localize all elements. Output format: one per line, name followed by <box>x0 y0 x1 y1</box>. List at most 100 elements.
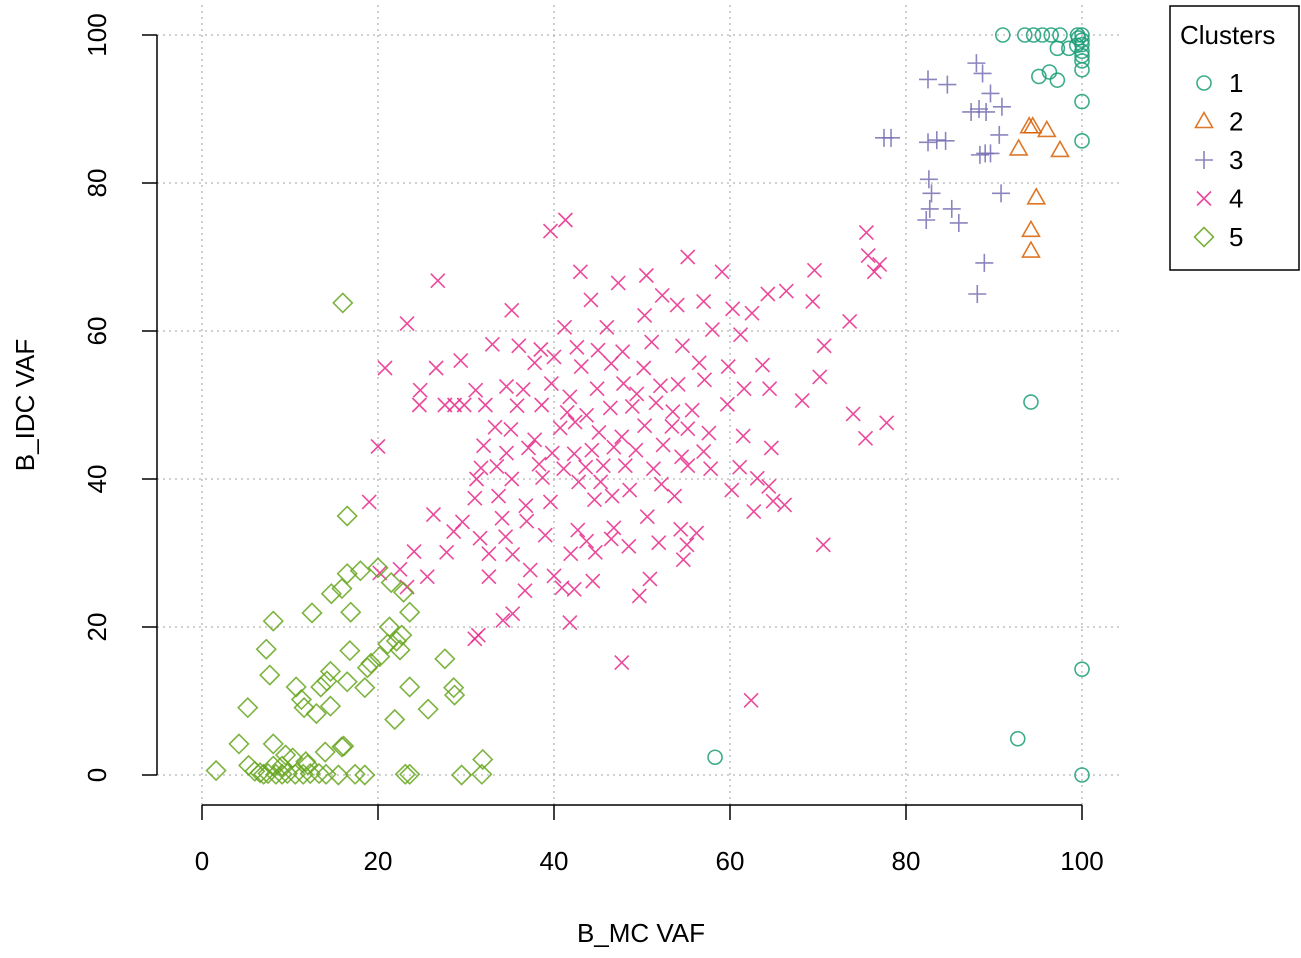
point-cluster-5-33 <box>443 684 466 706</box>
y-tick-label-5: 100 <box>82 13 112 56</box>
point-cluster-1-18 <box>1041 64 1058 80</box>
point-cluster-4-157 <box>679 537 695 553</box>
point-cluster-4-120 <box>749 470 765 486</box>
point-cluster-4-44 <box>573 358 589 375</box>
point-cluster-4-153 <box>537 527 553 543</box>
point-cluster-1-23 <box>1023 394 1039 410</box>
point-cluster-4-112 <box>556 461 572 477</box>
point-cluster-4-6 <box>860 247 876 264</box>
point-cluster-4-50 <box>412 382 428 398</box>
point-cluster-5-62 <box>284 763 306 785</box>
point-cluster-4-137 <box>361 494 377 510</box>
point-cluster-4-97 <box>370 438 386 455</box>
point-cluster-5-5 <box>380 571 402 594</box>
point-cluster-4-25 <box>583 292 599 308</box>
point-cluster-4-101 <box>544 445 560 461</box>
point-cluster-4-170 <box>481 569 497 585</box>
point-cluster-4-124 <box>571 474 587 490</box>
point-cluster-4-165 <box>621 538 637 554</box>
point-cluster-4-171 <box>522 562 538 578</box>
point-cluster-5-65 <box>308 762 330 785</box>
point-cluster-3-19 <box>922 184 941 203</box>
point-cluster-2-1 <box>1022 116 1043 134</box>
point-cluster-4-53 <box>515 381 531 398</box>
point-cluster-4-158 <box>815 537 831 553</box>
point-cluster-4-77 <box>665 404 681 420</box>
point-cluster-5-3 <box>349 560 372 582</box>
point-cluster-1-16 <box>1074 53 1090 69</box>
point-cluster-5-71 <box>399 763 421 785</box>
point-cluster-5-7 <box>320 583 342 605</box>
x-axis-label: B_MC VAF <box>577 918 705 948</box>
point-cluster-5-34 <box>290 688 313 711</box>
point-cluster-4-176 <box>517 583 533 599</box>
point-cluster-4-12 <box>572 264 588 280</box>
point-cluster-4-28 <box>704 321 720 338</box>
point-cluster-5-40 <box>384 708 406 731</box>
point-cluster-4-96 <box>857 430 874 446</box>
point-cluster-4-105 <box>628 442 644 458</box>
point-cluster-4-24 <box>556 319 573 335</box>
point-cluster-5-23 <box>319 660 342 683</box>
point-cluster-4-164 <box>587 544 603 560</box>
point-cluster-4-41 <box>453 353 469 369</box>
point-cluster-4-55 <box>562 389 578 405</box>
point-cluster-1-24 <box>1074 661 1090 677</box>
point-cluster-4-72 <box>559 404 575 420</box>
point-cluster-4-1 <box>542 223 559 239</box>
point-cluster-4-185 <box>614 654 630 671</box>
point-cluster-5-28 <box>310 676 332 698</box>
point-cluster-4-46 <box>636 360 652 376</box>
point-cluster-4-21 <box>805 293 821 309</box>
point-cluster-5-63 <box>292 763 314 785</box>
point-cluster-4-60 <box>670 376 686 392</box>
point-cluster-4-159 <box>406 543 422 560</box>
point-cluster-3-0 <box>919 70 937 89</box>
point-cluster-2-3 <box>1008 138 1029 156</box>
point-cluster-4-106 <box>655 437 671 453</box>
point-cluster-5-36 <box>319 695 342 717</box>
point-cluster-4-27 <box>637 307 653 324</box>
x-tick-label-5: 100 <box>1060 846 1103 876</box>
point-cluster-5-42 <box>262 733 284 755</box>
point-cluster-4-110 <box>489 458 505 474</box>
grid-lines <box>157 5 1122 805</box>
point-cluster-4-186 <box>743 692 759 708</box>
point-cluster-5-70 <box>394 763 416 785</box>
point-cluster-3-13 <box>936 131 955 150</box>
point-cluster-4-65 <box>411 397 427 413</box>
point-cluster-5-45 <box>333 735 355 757</box>
point-cluster-4-36 <box>674 338 691 354</box>
point-cluster-4-73 <box>578 407 595 423</box>
point-cluster-5-69 <box>354 764 376 786</box>
point-cluster-4-87 <box>567 414 583 430</box>
point-cluster-4-141 <box>519 513 535 529</box>
point-cluster-5-2 <box>367 557 389 579</box>
point-cluster-5-43 <box>314 741 336 763</box>
point-cluster-4-102 <box>566 446 582 462</box>
legend-label-cluster-2: 2 <box>1229 107 1243 137</box>
point-cluster-4-5 <box>842 313 858 329</box>
point-cluster-4-37 <box>732 327 749 343</box>
x-tick-label-2: 40 <box>540 846 569 876</box>
point-cluster-5-41 <box>228 733 250 755</box>
axes <box>156 35 1082 806</box>
point-cluster-2-2 <box>1036 119 1057 138</box>
point-cluster-5-27 <box>316 670 338 692</box>
point-cluster-1-19 <box>1031 68 1047 85</box>
point-cluster-4-74 <box>602 400 618 416</box>
point-cluster-5-21 <box>434 648 456 670</box>
point-cluster-5-58 <box>257 762 279 785</box>
point-cluster-1-3 <box>1034 27 1051 43</box>
point-cluster-3-11 <box>919 133 937 152</box>
legend-label-cluster-1: 1 <box>1229 68 1243 98</box>
point-cluster-4-59 <box>652 378 669 394</box>
x-tick-label-0: 0 <box>195 846 209 876</box>
point-cluster-4-79 <box>719 396 735 412</box>
point-cluster-4-31 <box>533 341 549 358</box>
series-cluster-4 <box>361 212 895 708</box>
point-cluster-4-143 <box>606 520 622 536</box>
point-cluster-4-108 <box>696 444 712 460</box>
legend-symbol-cluster-4 <box>1196 190 1212 207</box>
point-cluster-4-0 <box>557 212 574 228</box>
